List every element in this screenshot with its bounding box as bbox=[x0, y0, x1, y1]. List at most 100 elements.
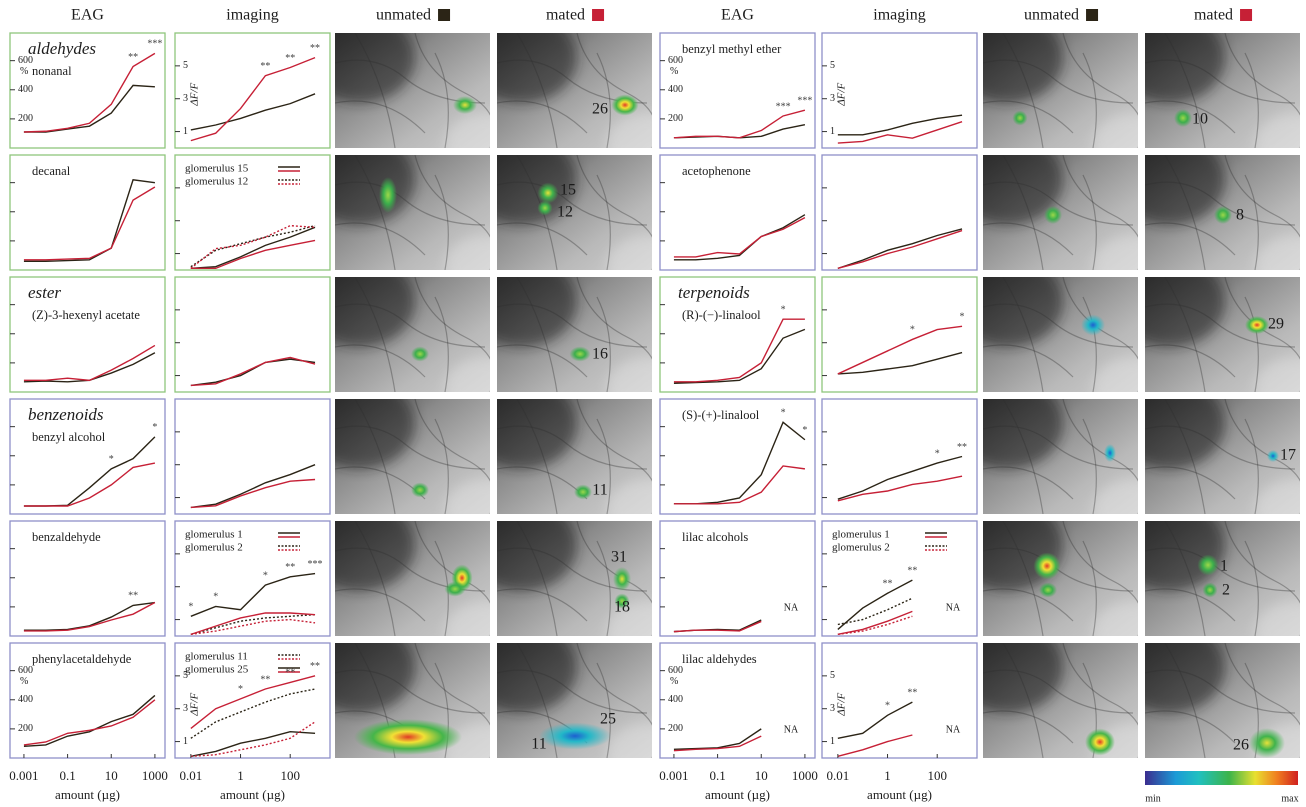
image-shadow bbox=[335, 33, 415, 103]
image-vein bbox=[497, 222, 588, 256]
glomerulus-signal bbox=[1104, 444, 1116, 462]
response-line bbox=[190, 224, 316, 268]
x-axis-label: amount (µg) bbox=[220, 787, 285, 802]
image-vein bbox=[1082, 418, 1097, 514]
image-shadow bbox=[1145, 643, 1225, 713]
x-axis-label: amount (µg) bbox=[867, 787, 932, 802]
odor-name: nonanal bbox=[32, 64, 72, 78]
y-tick-label: 200 bbox=[668, 113, 683, 124]
significance: * bbox=[238, 684, 243, 695]
image-vein bbox=[516, 33, 558, 148]
brain-image: 31 18 bbox=[497, 521, 652, 636]
image-vein bbox=[1224, 521, 1300, 636]
glomerulus-label: 12 bbox=[557, 204, 573, 221]
image-vein bbox=[576, 399, 652, 514]
glomerulus-signal bbox=[1197, 554, 1219, 576]
image-vein bbox=[596, 52, 611, 148]
brain-image: 16 bbox=[497, 277, 652, 392]
brain-image bbox=[983, 521, 1138, 636]
response-line bbox=[190, 56, 316, 142]
significance: ** bbox=[128, 52, 138, 63]
image-vein bbox=[1002, 155, 1044, 270]
glomerulus-label: 26 bbox=[592, 101, 608, 118]
image-vein bbox=[354, 277, 396, 392]
odor-class: terpenoids bbox=[678, 283, 750, 302]
response-line bbox=[190, 721, 316, 758]
image-shadow bbox=[497, 33, 577, 103]
image-shadow bbox=[1093, 235, 1138, 270]
panel-frame bbox=[659, 520, 816, 637]
glomerulus-signal bbox=[537, 182, 559, 204]
image-vein bbox=[434, 52, 449, 148]
image-vein bbox=[497, 425, 648, 470]
brain-image bbox=[335, 155, 490, 270]
image-vein bbox=[335, 303, 486, 348]
image-vein bbox=[1164, 277, 1206, 392]
significance: *** bbox=[776, 101, 791, 112]
image-vein bbox=[516, 277, 558, 392]
panel-frame bbox=[174, 32, 331, 149]
image-vein bbox=[1145, 344, 1236, 378]
odor-class: benzenoids bbox=[28, 405, 104, 424]
plot-panel: 1 3 5 ΔF/F bbox=[821, 32, 978, 149]
x-tick-label: 10 bbox=[755, 768, 768, 783]
glomerulus-signal bbox=[1012, 110, 1028, 126]
image-shadow bbox=[983, 399, 1063, 469]
odor-name: lilac aldehydes bbox=[682, 652, 757, 666]
x-axis-label: amount (µg) bbox=[705, 787, 770, 802]
y-tick-label: 5 bbox=[183, 60, 188, 71]
brain-image: 12 bbox=[1145, 521, 1300, 636]
image-vein bbox=[983, 588, 1074, 622]
response-line bbox=[23, 344, 156, 382]
glomerulus-signal bbox=[1039, 582, 1057, 598]
image-vein bbox=[497, 100, 588, 134]
image-shadow bbox=[983, 643, 1063, 713]
condition-swatch bbox=[1086, 9, 1099, 21]
image-shadow bbox=[983, 155, 1063, 225]
brain-image bbox=[335, 521, 490, 636]
image-vein bbox=[1164, 155, 1206, 270]
glomerulus-signal bbox=[574, 484, 592, 500]
brain-image bbox=[335, 277, 490, 392]
image-shadow bbox=[1093, 357, 1138, 392]
column-header: imaging bbox=[873, 7, 925, 24]
y-tick-label: 5 bbox=[830, 670, 835, 681]
glomerulus-signal bbox=[1174, 109, 1192, 127]
x-tick-label: 1 bbox=[237, 768, 244, 783]
glomerulus-signal bbox=[453, 96, 477, 114]
image-vein bbox=[1145, 425, 1296, 470]
odor-name: phenylacetaldehyde bbox=[32, 652, 132, 666]
image-vein bbox=[354, 155, 396, 270]
x-tick-label: 10 bbox=[105, 768, 118, 783]
image-vein bbox=[414, 643, 490, 758]
condition-swatch bbox=[438, 9, 451, 21]
image-vein bbox=[1244, 418, 1259, 514]
image-shadow bbox=[497, 521, 577, 591]
response-line bbox=[23, 84, 155, 133]
image-vein bbox=[414, 399, 490, 514]
glomerulus-signal bbox=[411, 482, 429, 498]
image-vein bbox=[1062, 277, 1138, 392]
image-vein bbox=[983, 59, 1134, 104]
x-tick-label: 0.001 bbox=[659, 768, 688, 783]
x-tick-label: 100 bbox=[927, 768, 947, 783]
image-shadow bbox=[335, 521, 415, 591]
condition-swatch bbox=[1240, 9, 1253, 21]
panel-frame bbox=[174, 398, 331, 515]
glomerulus-signal bbox=[1081, 314, 1105, 336]
brain-image: 26 bbox=[497, 33, 652, 148]
glomerulus-signal bbox=[1044, 206, 1062, 224]
y-tick-label: 600 bbox=[18, 55, 33, 66]
image-shadow bbox=[445, 113, 490, 148]
plot-panel: terpenoids (R)-(−)-linalool * bbox=[659, 276, 816, 393]
image-vein bbox=[596, 174, 611, 270]
x-tick-label: 1000 bbox=[142, 768, 168, 783]
plot-panel: 200 400 600% phenylacetaldehyde 0.001 0.1 10 10… bbox=[9, 642, 168, 802]
image-vein bbox=[1062, 155, 1138, 270]
image-vein bbox=[983, 466, 1074, 500]
y-tick-label: 3 bbox=[183, 93, 188, 104]
panel-frame bbox=[174, 276, 331, 393]
response-line bbox=[837, 455, 963, 500]
brain-image: 8 bbox=[1145, 155, 1300, 270]
